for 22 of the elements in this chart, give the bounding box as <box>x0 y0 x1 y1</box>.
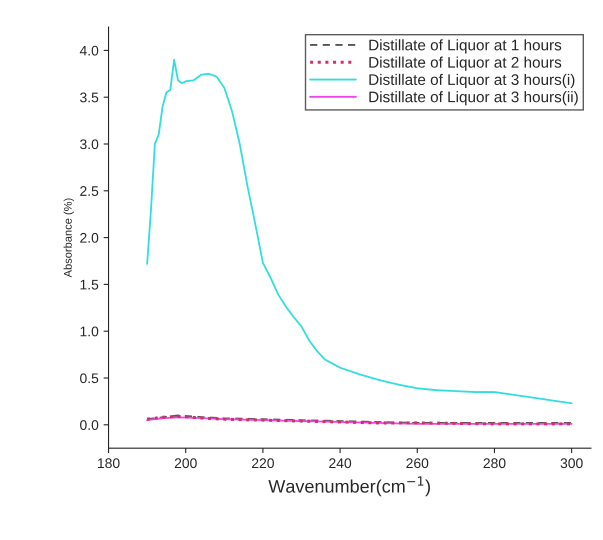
y-tick-label: 0.0 <box>80 420 98 430</box>
y-tick-label: 2.0 <box>80 232 98 243</box>
x-tick-label: 200 <box>174 458 197 468</box>
y-tick-label: 1.0 <box>80 326 98 336</box>
legend-label: Distillate of Liquor at 1 hours <box>369 39 562 54</box>
y-tick-label: 0.5 <box>80 373 98 384</box>
x-tick-label: 280 <box>484 458 506 468</box>
legend-label: Distillate of Liquor at 3 hours(ii) <box>369 91 578 106</box>
y-tick-label: 2.5 <box>80 186 98 196</box>
x-axis-title: Wavenumber(cm$^{−1}$) <box>268 476 430 496</box>
legend-label: Distillate of Liquor at 2 hours <box>369 56 562 71</box>
x-tick-label: 180 <box>98 458 120 468</box>
x-tick-label: 240 <box>329 458 352 468</box>
legend-label: Distillate of Liquor at 3 hours(i) <box>369 74 574 88</box>
x-tick-label: 260 <box>406 458 428 468</box>
y-tick-label: 3.0 <box>80 139 98 150</box>
y-axis-title: Absorbance (%) <box>64 198 74 278</box>
y-tick-label: 4.0 <box>80 46 98 56</box>
x-tick-label: 300 <box>560 458 583 468</box>
x-tick-label: 220 <box>252 458 274 468</box>
y-tick-label: 3.5 <box>80 92 98 102</box>
y-tick-label: 1.5 <box>80 280 98 290</box>
